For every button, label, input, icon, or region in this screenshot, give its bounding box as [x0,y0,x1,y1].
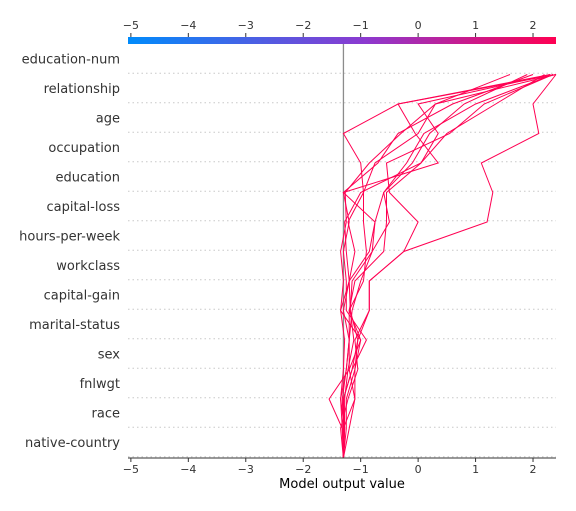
feature-label: occupation [48,141,120,156]
tick-label-top: −4 [180,19,196,32]
tick-label-bottom: 1 [472,463,479,476]
decision-line [342,74,528,459]
tick-label-top: −2 [295,19,311,32]
decision-line [328,74,511,459]
feature-label: workclass [56,259,120,274]
tick-label-top: −1 [353,19,369,32]
top-x-axis: −5 −4 −3 −2 −1 0 1 2 [123,19,537,37]
feature-label: native-country [25,436,120,451]
feature-label: education-num [22,52,120,67]
feature-labels: education-num relationship age occupation ed… [19,52,120,451]
decision-line [341,74,557,458]
tick-label-top: −5 [123,19,139,32]
feature-label: capital-loss [47,200,121,215]
tick-label-top: 2 [530,19,537,32]
tick-label-bottom: −2 [295,463,311,476]
feature-label: education [55,170,120,185]
feature-label: sex [98,347,121,362]
x-axis-title: Model output value [279,477,405,492]
tick-label-bottom: −1 [353,463,369,476]
tick-label-bottom: −5 [123,463,139,476]
feature-label: relationship [44,82,120,97]
tick-label-bottom: 0 [415,463,422,476]
decision-line [342,74,551,459]
decision-line [342,74,551,458]
tick-label-top: −3 [238,19,254,32]
feature-label: fnlwgt [80,377,120,392]
colorbar [128,37,556,44]
decision-line [340,74,554,459]
bottom-x-axis: −5 −4 −3 −2 −1 0 1 2 [123,457,556,476]
tick-label-bottom: −3 [238,463,254,476]
decision-line [340,74,554,459]
tick-label-bottom: −4 [180,463,196,476]
decision-lines [328,74,557,459]
tick-label-top: 1 [472,19,479,32]
feature-label: race [92,406,120,421]
feature-label: capital-gain [44,288,120,303]
decision-line [342,74,545,459]
tick-label-top: 0 [415,19,422,32]
tick-label-bottom: 2 [530,463,537,476]
feature-label: hours-per-week [19,229,120,244]
feature-label: marital-status [29,318,120,333]
feature-label: age [96,111,120,126]
